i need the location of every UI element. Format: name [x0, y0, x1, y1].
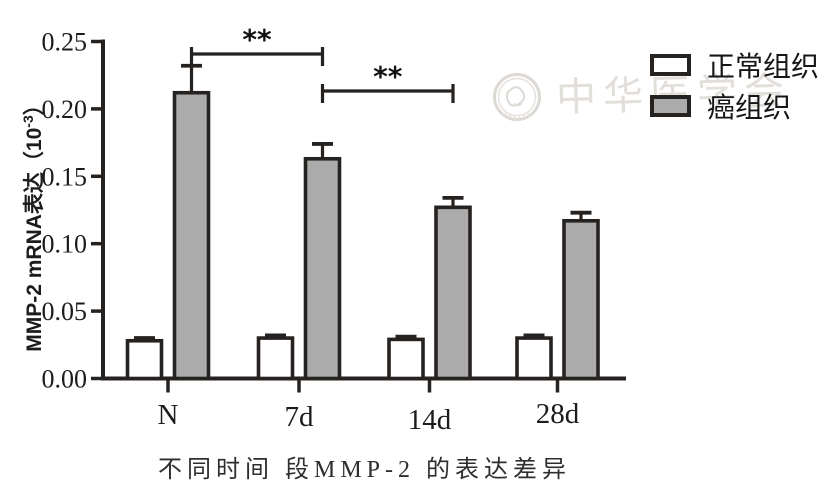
legend-label-normal-tissue: 正常组织	[707, 51, 820, 83]
y-axis-title-main: MMP-2 mRNA表达（10	[23, 127, 46, 352]
bar	[172, 90, 211, 381]
legend-swatch-cancer-tissue	[650, 94, 691, 117]
legend-label-cancer-tissue: 癌组织	[707, 92, 792, 124]
y-axis-title-close: ）	[23, 94, 46, 116]
y-axis-title-superscript: -3	[20, 115, 36, 128]
y-tick-label: 0.25	[42, 28, 88, 57]
legend-swatch-normal-tissue	[650, 53, 691, 76]
y-tick-label: 0.10	[42, 230, 88, 259]
bar	[256, 336, 295, 381]
x-tick-label: 7d	[285, 401, 315, 433]
bar	[125, 338, 164, 381]
y-tick-label: 0.20	[42, 95, 88, 124]
y-tick-label: 0.00	[42, 365, 88, 394]
y-tick-label: 0.05	[42, 297, 88, 326]
bar	[562, 218, 600, 381]
y-axis-title: MMP-2 mRNA表达（10-3）	[18, 70, 46, 376]
x-tick-label: N	[158, 399, 179, 431]
x-tick-label: 14d	[408, 404, 452, 436]
legend: 正常组织 癌组织	[650, 44, 819, 126]
significance-stars: **	[373, 60, 403, 93]
significance-stars: **	[242, 23, 272, 56]
bar	[515, 336, 553, 381]
bar	[434, 205, 472, 381]
y-tick-label: 0.15	[42, 162, 88, 191]
bar	[303, 156, 342, 381]
legend-item-normal-tissue: 正常组织	[650, 44, 819, 85]
bar	[387, 337, 425, 381]
chart-caption: 不同时间 段MMP-2 的表达差异	[158, 457, 572, 483]
legend-item-cancer-tissue: 癌组织	[650, 85, 819, 126]
x-tick-label: 28d	[536, 398, 580, 430]
